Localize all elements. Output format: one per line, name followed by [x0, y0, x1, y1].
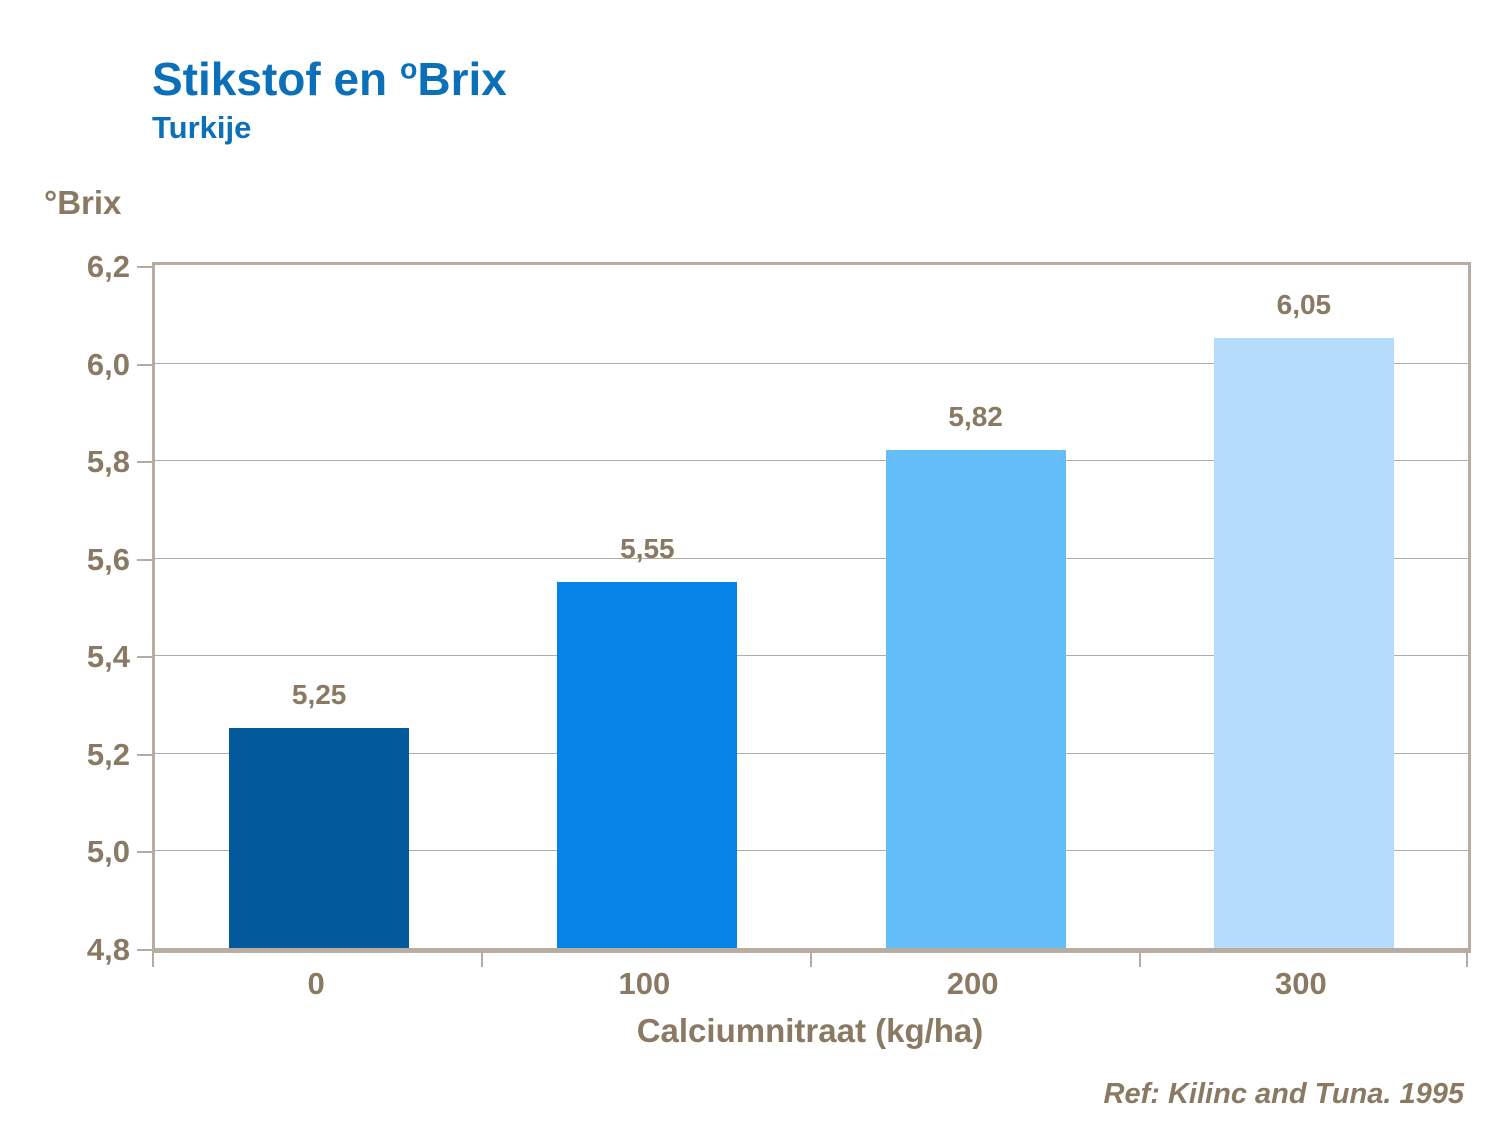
y-tick-mark: [137, 656, 152, 659]
y-tick-mark: [137, 949, 152, 951]
gridline: [155, 850, 1468, 852]
chart-title-rest: Brix: [417, 53, 507, 105]
chart-title: Stikstof en oBrix: [152, 52, 507, 106]
x-tick-mark: [481, 950, 483, 967]
y-tick-mark: [137, 558, 152, 561]
gridline: [155, 557, 1468, 559]
bar-300: [1213, 338, 1394, 948]
bar-100: [557, 582, 738, 948]
bar-value-label: 5,82: [948, 401, 1003, 433]
x-tick-label: 100: [618, 966, 671, 1001]
y-tick-mark: [137, 753, 152, 756]
bar-value-label: 5,55: [620, 533, 675, 565]
gridline: [155, 362, 1468, 364]
chart-title-superscript: o: [399, 53, 418, 86]
y-tick-label: 5,8: [86, 444, 130, 480]
plot-area: 5,25 5,55 5,82 6,05: [152, 262, 1471, 953]
reference-text: Ref: Kilinc and Tuna. 1995: [1103, 1078, 1464, 1110]
x-tick-label: 0: [307, 966, 325, 1001]
y-tick-label: 4,8: [86, 932, 130, 967]
y-tick-label: 5,0: [86, 834, 130, 870]
y-tick-label: 5,2: [86, 736, 130, 772]
x-tick-label: 200: [946, 966, 999, 1001]
bar-value-label: 5,25: [291, 679, 347, 711]
x-tick-mark: [152, 950, 154, 967]
chart-subtitle: Turkije: [152, 110, 252, 145]
y-tick-mark: [137, 851, 152, 854]
y-tick-label: 6,2: [86, 249, 130, 284]
y-tick-mark: [137, 461, 152, 464]
bar-200: [885, 450, 1066, 948]
x-tick-mark: [1466, 950, 1468, 967]
bar-value-label: 6,05: [1276, 289, 1332, 321]
x-tick-mark: [1139, 950, 1141, 967]
x-tick-mark: [810, 950, 812, 967]
x-tick-label: 300: [1275, 966, 1327, 1001]
chart-title-main: Stikstof en: [152, 53, 400, 105]
bar-0: [229, 728, 410, 948]
y-tick-label: 5,4: [86, 639, 130, 675]
y-tick-mark: [137, 363, 152, 366]
y-tick-label: 6,0: [86, 346, 130, 382]
y-axis-title: °Brix: [44, 184, 122, 221]
gridline: [155, 460, 1468, 462]
gridline: [155, 655, 1468, 657]
y-tick-mark: [137, 266, 152, 268]
x-axis-title: Calciumnitraat (kg/ha): [636, 1012, 984, 1049]
y-tick-label: 5,6: [86, 541, 130, 577]
gridline: [155, 752, 1468, 754]
